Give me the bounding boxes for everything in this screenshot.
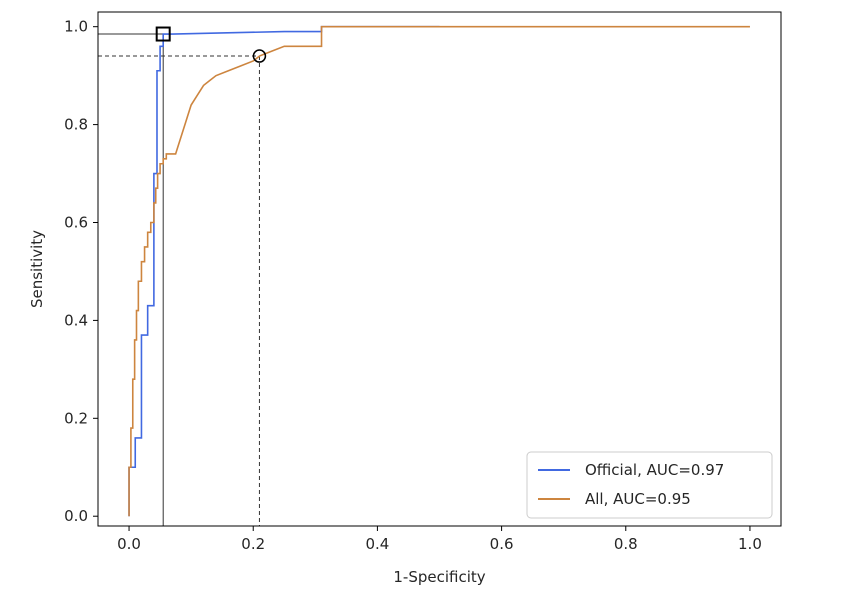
- ticks-layer: 0.0 0.2 0.4 0.6 0.8 1.0 0.0 0.2 0.4 0.6 0.8 1.0: [64, 18, 762, 553]
- y-tick-label: 0.8: [64, 116, 88, 134]
- legend: Official, AUC=0.97 All, AUC=0.95: [526, 451, 773, 519]
- axes-frame: [97, 11, 782, 527]
- y-tick-label: 1.0: [64, 18, 88, 36]
- x-axis-label: 1-Specificity: [393, 568, 485, 586]
- x-tick-label: 1.0: [738, 535, 762, 553]
- marker-square: [155, 26, 171, 42]
- x-tick-label: 0.0: [117, 535, 141, 553]
- legend-box: [526, 451, 773, 519]
- y-tick-label: 0.0: [64, 507, 88, 525]
- plot-layer: [98, 25, 750, 526]
- x-tick-label: 0.2: [241, 535, 265, 553]
- legend-label-official: Official, AUC=0.97: [585, 461, 724, 479]
- y-axis-label: Sensitivity: [28, 230, 46, 308]
- x-tick-label: 0.6: [490, 535, 514, 553]
- marker-circle: [252, 49, 267, 63]
- x-tick-label: 0.4: [365, 535, 389, 553]
- series-line-official: [128, 25, 440, 517]
- series-line-all: [128, 25, 750, 517]
- x-tick-label: 0.8: [614, 535, 638, 553]
- y-tick-label: 0.4: [64, 311, 88, 329]
- y-tick-label: 0.2: [64, 409, 88, 427]
- y-tick-label: 0.6: [64, 213, 88, 231]
- legend-label-all: All, AUC=0.95: [585, 490, 691, 508]
